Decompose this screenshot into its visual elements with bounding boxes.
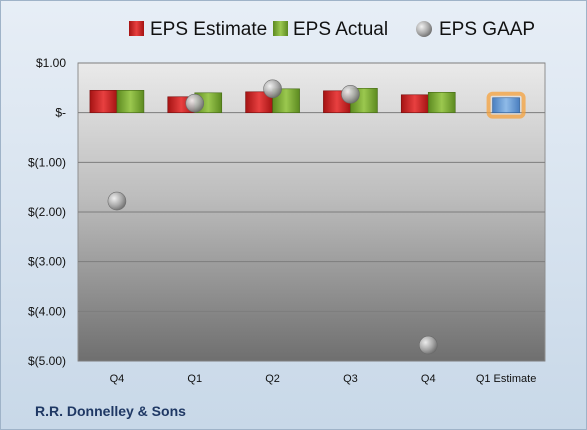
y-tick-label: $1.00 bbox=[36, 56, 66, 70]
marker-eps-gaap bbox=[107, 191, 127, 211]
y-axis-ticks: $1.00 $- $(1.00) $(2.00) $(3.00) $(4.00) $(5.0… bbox=[28, 56, 66, 368]
marker-eps-gaap bbox=[185, 93, 205, 113]
y-tick-label: $- bbox=[55, 106, 66, 120]
legend: EPS Estimate EPS Actual EPS GAAP bbox=[129, 19, 535, 40]
bar-eps-estimate-forecast bbox=[492, 97, 520, 113]
bar-eps-estimate bbox=[400, 94, 429, 113]
legend-swatch-eps-gaap bbox=[416, 21, 432, 37]
y-tick-label: $(2.00) bbox=[28, 205, 66, 219]
bar-eps-actual bbox=[427, 92, 456, 113]
x-axis-categories: Q4 Q1 Q2 Q3 Q4 Q1 Estimate bbox=[110, 373, 537, 385]
bars bbox=[89, 88, 526, 119]
bar-eps-estimate bbox=[89, 90, 118, 113]
marker-eps-gaap bbox=[341, 84, 360, 104]
marker-eps-gaap bbox=[418, 335, 438, 355]
y-tick-label: $(3.00) bbox=[28, 255, 66, 269]
company-label: R.R. Donnelley & Sons bbox=[35, 403, 186, 419]
y-tick-label: $(1.00) bbox=[28, 155, 66, 169]
legend-label-eps-estimate: EPS Estimate bbox=[150, 19, 267, 40]
gridlines bbox=[78, 62, 545, 362]
x-category-label: Q1 bbox=[187, 373, 202, 385]
legend-label-eps-actual: EPS Actual bbox=[293, 19, 388, 40]
y-tick-label: $(5.00) bbox=[28, 354, 66, 368]
legend-label-eps-gaap: EPS GAAP bbox=[439, 19, 535, 40]
x-category-label: Q4 bbox=[110, 373, 125, 385]
marker-eps-gaap bbox=[263, 79, 282, 99]
legend-swatch-eps-estimate bbox=[129, 21, 144, 36]
gaap-markers bbox=[107, 79, 438, 355]
y-tick-label: $(4.00) bbox=[28, 304, 66, 318]
legend-swatch-eps-actual bbox=[273, 21, 288, 36]
x-category-label: Q2 bbox=[265, 373, 280, 385]
bar-eps-actual bbox=[116, 90, 145, 113]
forecast-highlight bbox=[486, 91, 526, 119]
x-category-label: Q4 bbox=[421, 373, 436, 385]
x-category-label: Q3 bbox=[343, 373, 358, 385]
x-category-label: Q1 Estimate bbox=[476, 373, 537, 385]
